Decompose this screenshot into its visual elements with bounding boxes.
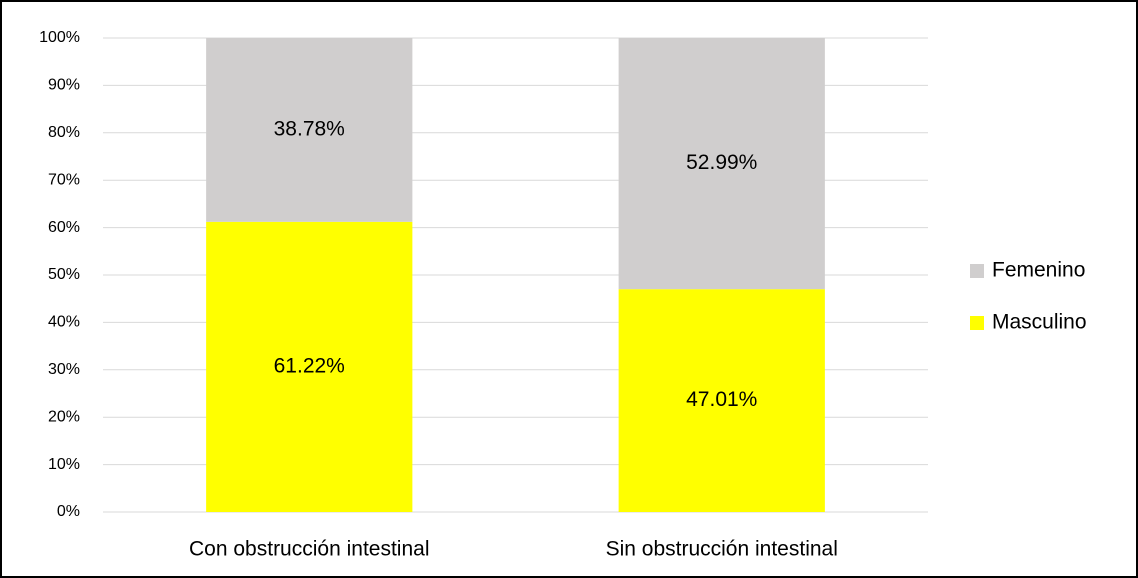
data-label: 38.78% [274,117,345,140]
y-tick-label: 60% [48,219,80,236]
y-tick-label: 0% [57,503,80,520]
y-tick-label: 70% [48,171,80,188]
data-label: 52.99% [686,151,757,174]
data-label: 47.01% [686,388,757,411]
legend-label: Masculino [992,311,1087,334]
x-tick-label: Con obstrucción intestinal [189,538,429,561]
y-tick-label: 80% [48,124,80,141]
y-tick-label: 100% [39,29,80,46]
legend-swatch [970,264,984,278]
y-tick-label: 30% [48,361,80,378]
x-tick-label: Sin obstrucción intestinal [606,538,838,561]
y-tick-label: 50% [48,266,80,283]
legend-label: Femenino [992,259,1085,282]
legend-swatch [970,316,984,330]
bar-segment [618,289,825,512]
bar-segment [206,38,413,222]
y-tick-label: 90% [48,77,80,94]
y-tick-label: 40% [48,314,80,331]
y-tick-label: 20% [48,408,80,425]
y-tick-label: 10% [48,456,80,473]
bar-segment [618,38,825,290]
data-label: 61.22% [274,354,345,377]
bar-segment [206,221,413,512]
